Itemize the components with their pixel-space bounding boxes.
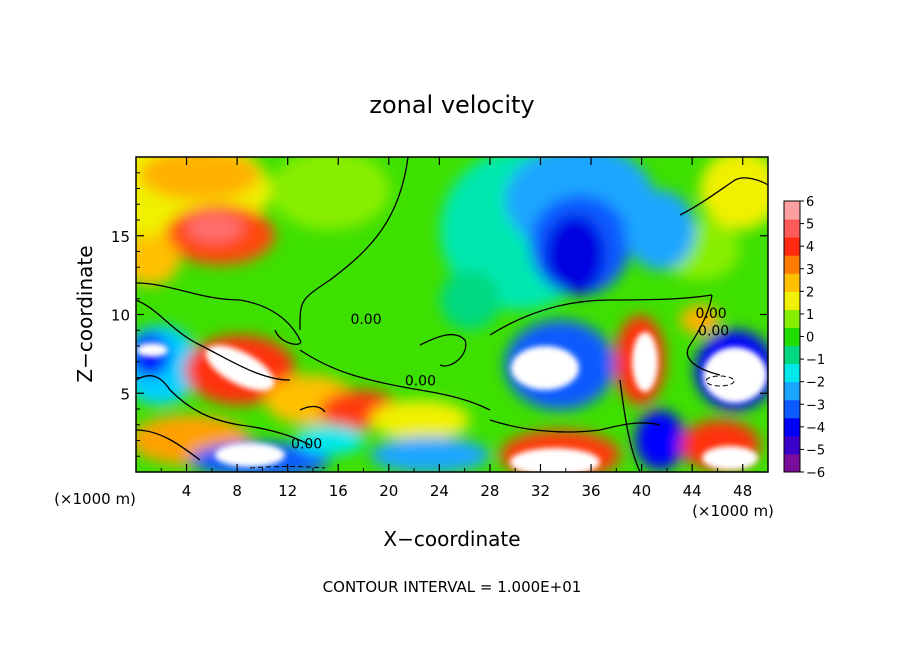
colorbar-swatch	[784, 201, 800, 220]
contour-label: 0.00	[291, 437, 322, 453]
saturated-core	[703, 347, 767, 403]
x-axis: 4 8 12 16 20 24 28 32 36 40 44 48	[160, 157, 752, 500]
contour-line	[249, 466, 326, 469]
saturated-core	[702, 446, 758, 470]
contour-labels: 0.00 0.000.000.000.00	[291, 306, 729, 453]
colorbar-tick-label: 0	[806, 331, 814, 346]
y-axis: 5 10 15	[111, 172, 768, 457]
colorbar-swatch	[784, 255, 800, 274]
x-tick-label: 48	[733, 482, 752, 500]
colorbar-swatch	[784, 453, 800, 473]
colorbar-tick-label: −1	[806, 353, 825, 368]
x-tick-label: 44	[683, 482, 702, 500]
saturated-core	[511, 346, 579, 390]
colorbar-tick-label: −3	[806, 398, 825, 413]
saturated-core	[632, 332, 658, 392]
field-blob	[635, 410, 685, 470]
colorbar-tick-label: 2	[806, 285, 814, 300]
colorbar-tick-label: 5	[806, 218, 814, 233]
y-tick-label: 15	[111, 228, 130, 246]
colorbar-swatch	[784, 381, 800, 401]
field-blob	[700, 157, 768, 230]
colorbar-tick-label: 4	[806, 240, 814, 255]
chart-title: zonal velocity	[369, 91, 534, 119]
saturated-core	[136, 343, 168, 357]
x-tick-label: 4	[182, 482, 192, 500]
colorbar-tick-label: −6	[806, 466, 825, 481]
y-axis-label: Z−coordinate	[73, 245, 97, 382]
colorbar-tick-label: −2	[806, 376, 825, 391]
plot-area	[136, 157, 768, 472]
contour-label: 0.00	[698, 323, 729, 339]
colorbar-swatch	[784, 237, 800, 256]
x-tick-label: 16	[329, 482, 348, 500]
colorbar-swatch	[784, 273, 800, 292]
x-tick-label: 8	[232, 482, 242, 500]
colorbar-swatch	[784, 309, 800, 328]
colorbar-swatch	[784, 345, 800, 365]
contour-line	[299, 349, 491, 411]
x-axis-label: X−coordinate	[383, 527, 520, 551]
colorbar-swatch	[784, 219, 800, 238]
contour-line	[136, 299, 291, 381]
contour-label: 0.00	[350, 312, 381, 328]
field-blob	[370, 400, 470, 440]
x-tick-label: 12	[278, 482, 297, 500]
field-blob	[440, 270, 500, 330]
field-blob	[140, 157, 260, 200]
colorbar-swatch	[784, 399, 800, 419]
contour-line	[705, 375, 735, 387]
saturated-regions	[136, 332, 767, 472]
x-tick-label: 28	[480, 482, 499, 500]
contour-line	[136, 375, 311, 446]
zero-contours	[136, 157, 768, 472]
colorbar-swatch	[784, 435, 800, 455]
colorbar-tick-label: 3	[806, 263, 814, 278]
contour-interval-note: CONTOUR INTERVAL = 1.000E+01	[323, 578, 582, 596]
colorbar-swatch	[784, 291, 800, 310]
x-tick-label: 40	[632, 482, 651, 500]
colorbar-tick-label: 6	[806, 195, 814, 210]
contour-line	[619, 379, 641, 472]
contour-line	[489, 419, 661, 433]
y-tick-label: 5	[120, 385, 130, 403]
contour-line	[679, 177, 768, 216]
x-tick-label: 36	[581, 482, 600, 500]
field-blob	[187, 214, 243, 242]
contour-line	[686, 294, 721, 376]
colorbar-swatch	[784, 363, 800, 383]
contour-line	[136, 157, 409, 345]
field-blob	[680, 305, 720, 335]
x-tick-label: 20	[379, 482, 398, 500]
saturated-core	[510, 448, 600, 472]
colorbar-tick-label: 1	[806, 308, 814, 323]
saturated-core	[215, 443, 285, 467]
colorbar-tick-label: −4	[806, 421, 825, 436]
contour-line	[419, 333, 467, 367]
colorbar-tick-label: −5	[806, 443, 825, 458]
field-blob	[625, 190, 695, 270]
x-axis-unit-left: (×1000 m)	[54, 490, 136, 508]
contour-line	[489, 294, 713, 336]
colorbar-swatch	[784, 417, 800, 437]
contour-label: 0.00	[696, 306, 727, 322]
negative-contours	[249, 375, 735, 469]
field-blob	[270, 157, 390, 230]
field-blob	[136, 235, 180, 285]
colorbar: 6 5 4 3 2 1 0 −1 −2 −3 −4 −5 −6	[783, 195, 825, 481]
x-tick-label: 24	[430, 482, 449, 500]
contour-label: 0.00	[405, 374, 436, 390]
field-blob	[370, 437, 490, 472]
field-blob	[545, 215, 605, 295]
y-tick-label: 10	[111, 307, 130, 325]
contour-line	[136, 405, 326, 461]
x-axis-unit-right: (×1000 m)	[692, 502, 774, 520]
x-tick-label: 32	[531, 482, 550, 500]
field-blob	[295, 425, 365, 455]
colorbar-swatch	[784, 327, 800, 347]
